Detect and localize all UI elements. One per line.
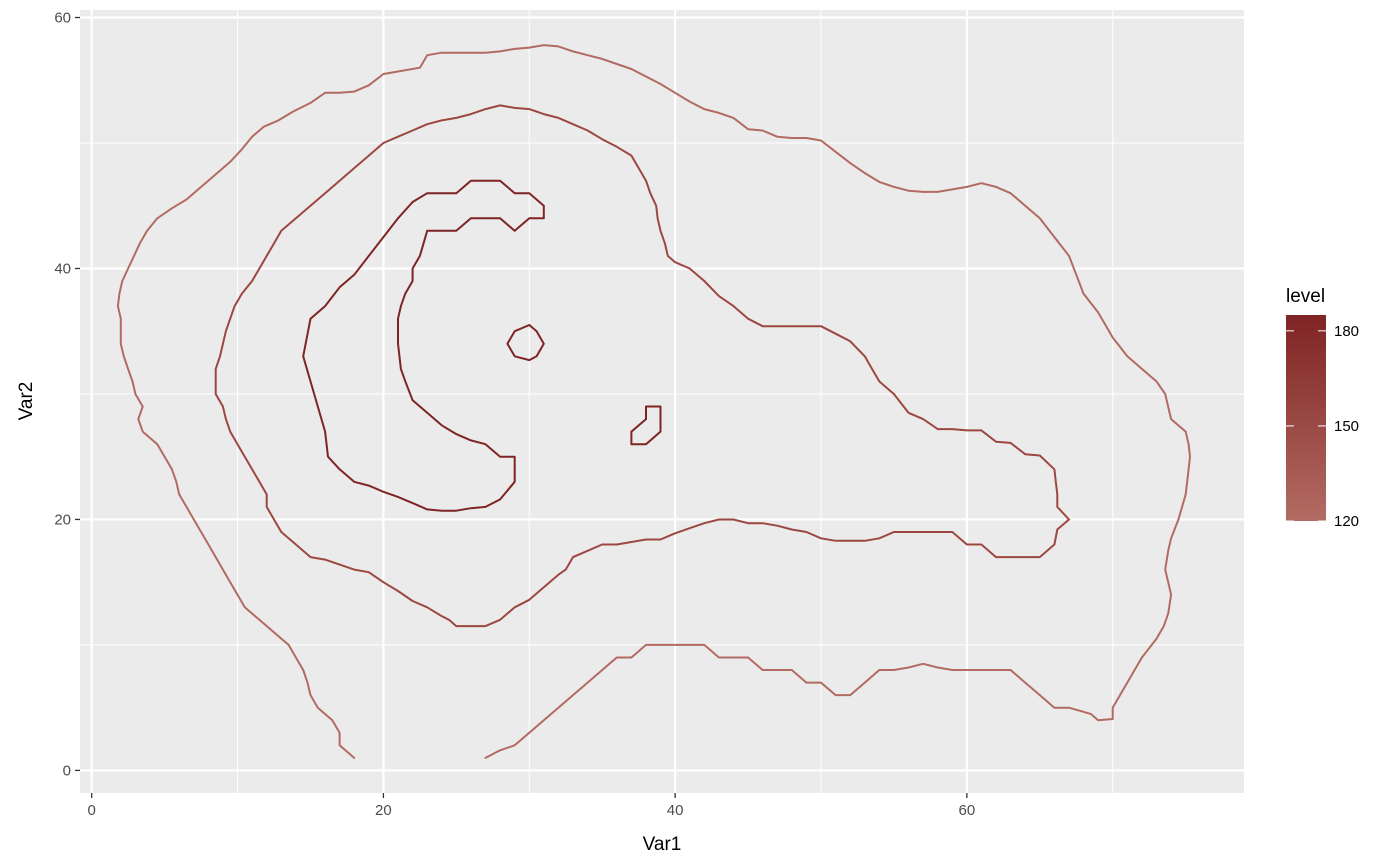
y-tick-label: 60 xyxy=(54,10,71,27)
x-tick-label: 40 xyxy=(667,802,684,819)
legend-tick-label: 150 xyxy=(1334,418,1359,435)
legend-tick-label: 180 xyxy=(1334,323,1359,340)
contour-line-level-180 xyxy=(630,405,662,446)
plot-panel xyxy=(80,10,1244,793)
legend-title: level xyxy=(1286,286,1325,307)
legend-tick-label: 120 xyxy=(1334,513,1359,530)
legend-colorbar xyxy=(1286,315,1326,521)
contour-line-level-120 xyxy=(116,44,1191,759)
contour-line-level-180 xyxy=(302,179,545,512)
contour-lines xyxy=(116,44,1191,759)
y-tick-label: 40 xyxy=(54,260,71,277)
major-gridlines xyxy=(80,10,1244,793)
legend-ticks: 120 150 180 xyxy=(1286,323,1359,530)
x-axis-title: Var1 xyxy=(643,834,682,855)
axis-ticks: 0 20 40 60 0 20 40 60 xyxy=(54,10,975,819)
legend: level 120 150 180 xyxy=(1286,286,1359,530)
x-tick-label: 0 xyxy=(87,802,95,819)
x-tick-label: 60 xyxy=(959,802,976,819)
contour-line-level-180 xyxy=(506,324,545,362)
contour-line-level-150 xyxy=(214,104,1070,628)
y-tick-label: 0 xyxy=(63,762,71,779)
y-axis-title: Var2 xyxy=(16,382,37,421)
x-tick-label: 20 xyxy=(375,802,392,819)
y-tick-label: 20 xyxy=(54,511,71,528)
